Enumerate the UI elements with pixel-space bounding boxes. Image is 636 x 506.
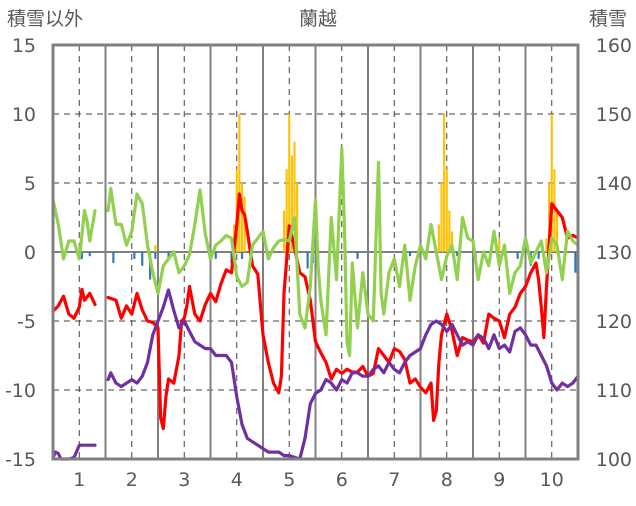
y-right-axis-title: 積雪: [589, 8, 627, 30]
y-left-tick-label: -10: [5, 380, 36, 402]
bar: [288, 114, 291, 252]
bar: [282, 210, 286, 252]
tick-labels: 15 10 5 0 -5 -10 -15 160 150 140 130 120 110 100 1 2 3 4 5…: [5, 35, 632, 491]
x-tick-label: 5: [283, 469, 295, 491]
x-tick-label: 8: [441, 469, 453, 491]
bar: [154, 252, 157, 259]
bar: [516, 252, 519, 259]
y-right-tick-label: 150: [596, 104, 632, 126]
bars: [78, 114, 577, 280]
series-line-2: [106, 288, 580, 461]
bar: [537, 252, 540, 259]
bar: [456, 252, 459, 257]
plot-frame: [51, 43, 580, 461]
series-line-2: [51, 443, 97, 461]
y-right-tick-label: 160: [596, 35, 632, 57]
bar: [356, 252, 359, 259]
y-left-tick-label: -15: [5, 449, 36, 471]
y-left-tick-label: 5: [24, 173, 36, 195]
bar: [167, 252, 170, 259]
x-tick-label: 7: [388, 469, 400, 491]
bar: [240, 252, 244, 259]
bar: [133, 252, 136, 259]
y-right-tick-label: 120: [596, 311, 632, 333]
bar: [437, 224, 440, 252]
bar: [548, 183, 551, 252]
y-left-tick-label: -5: [17, 311, 36, 333]
y-right-tick-label: 140: [596, 173, 632, 195]
x-tick-label: 6: [336, 469, 348, 491]
x-tick-label: 2: [126, 469, 138, 491]
bar: [214, 252, 217, 259]
bar: [238, 114, 241, 252]
x-tick-label: 10: [540, 469, 564, 491]
bar: [230, 252, 233, 264]
bar: [443, 114, 446, 252]
bar: [88, 252, 91, 257]
bar: [240, 183, 244, 252]
bar: [80, 252, 83, 259]
bar: [112, 252, 115, 264]
series-line-1: [51, 198, 97, 261]
bar: [440, 183, 443, 252]
bar: [306, 252, 309, 269]
bar: [296, 183, 299, 252]
y-right-tick-label: 100: [596, 449, 632, 471]
bar: [574, 252, 577, 273]
y-left-tick-label: 10: [12, 104, 36, 126]
x-tick-label: 1: [73, 469, 85, 491]
bar: [555, 210, 559, 252]
x-tick-label: 9: [493, 469, 505, 491]
bar: [154, 245, 157, 252]
bar: [448, 210, 451, 252]
bar: [553, 169, 556, 252]
y-left-axis-title: 積雪以外: [7, 8, 83, 30]
series-line-0: [106, 192, 580, 431]
y-right-tick-label: 130: [596, 242, 632, 264]
y-left-tick-label: 15: [12, 35, 36, 57]
series-line-0: [51, 287, 97, 320]
chart-title: 蘭越: [299, 8, 337, 30]
bar: [498, 238, 501, 252]
bar: [408, 252, 412, 257]
series-line-1: [106, 146, 580, 358]
bar: [450, 231, 454, 252]
bar: [285, 169, 288, 252]
bar: [293, 141, 296, 252]
bar: [550, 114, 553, 252]
series-lines: [51, 146, 580, 461]
bar: [545, 238, 548, 252]
bar: [141, 252, 144, 266]
bar: [445, 169, 448, 252]
x-tick-label: 4: [231, 469, 243, 491]
x-tick-label: 3: [178, 469, 190, 491]
y-right-tick-label: 110: [596, 380, 632, 402]
bar: [290, 155, 293, 252]
y-left-tick-label: 0: [24, 242, 36, 264]
